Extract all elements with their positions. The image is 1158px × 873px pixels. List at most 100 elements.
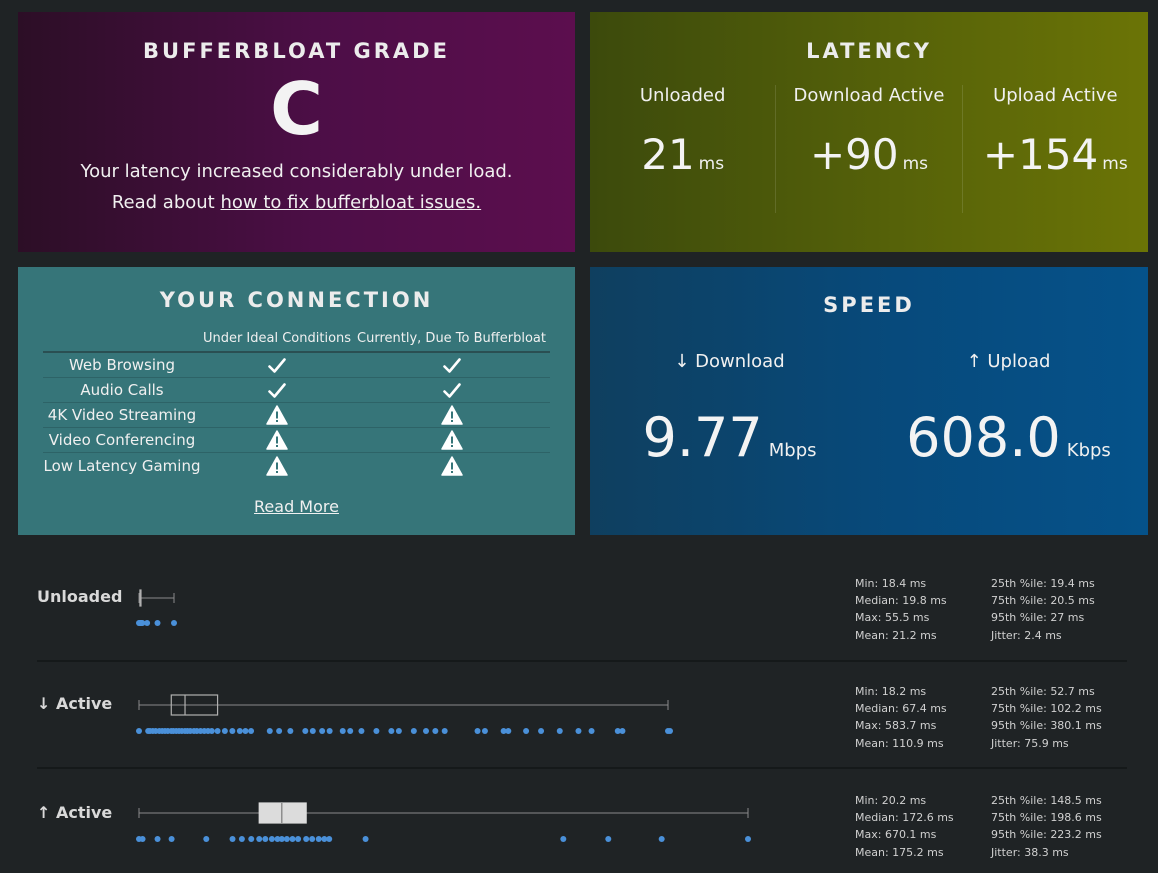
data-point	[208, 728, 215, 734]
speed-download: ↓ Download 9.77 Mbps	[590, 351, 869, 469]
upload-value: 608.0	[906, 406, 1061, 469]
data-point	[283, 836, 290, 842]
stat-25th: 25th %ile: 148.5 ms	[991, 794, 1102, 807]
stat-median: Median: 172.6 ms	[855, 811, 954, 825]
bufferbloat-grade-card: BUFFERBLOAT GRADE C Your latency increas…	[18, 12, 575, 252]
connection-table-header: Under Ideal Conditions Currently, Due To…	[43, 327, 550, 353]
connection-row: 4K Video Streaming	[43, 403, 550, 428]
data-point	[278, 836, 285, 842]
data-point	[505, 728, 512, 734]
latency-label: Unloaded	[639, 85, 726, 106]
warning-icon	[201, 430, 353, 450]
row-divider	[37, 660, 1127, 662]
stat-95th: 95th %ile: 223.2 ms	[991, 828, 1102, 842]
boxplot-unloaded	[136, 589, 177, 626]
data-point	[500, 728, 507, 734]
connection-row-label: 4K Video Streaming	[47, 406, 197, 424]
data-point	[614, 728, 621, 734]
data-point	[262, 836, 269, 842]
upload-label: ↑ Upload	[966, 351, 1051, 372]
latency-label: Download Active	[793, 85, 945, 106]
data-point	[556, 728, 563, 734]
connection-row-label: Audio Calls	[80, 381, 164, 399]
data-point	[238, 836, 245, 842]
data-point	[321, 836, 328, 842]
stat-25th: 25th %ile: 19.4 ms	[991, 577, 1095, 590]
data-point	[481, 728, 488, 734]
stats-left: Min: 18.4 ms Median: 19.8 ms Max: 55.5 m…	[855, 575, 947, 644]
data-point	[303, 836, 310, 842]
data-point	[242, 728, 249, 734]
data-point	[432, 728, 439, 734]
data-point	[410, 728, 417, 734]
fix-bufferbloat-link[interactable]: how to fix bufferbloat issues.	[220, 192, 482, 213]
data-point	[319, 728, 326, 734]
data-point	[171, 620, 177, 626]
bufferbloat-description: Your latency increased considerably unde…	[80, 161, 513, 182]
data-point	[388, 728, 395, 734]
read-about-prefix: Read about	[111, 192, 221, 213]
bufferbloat-title: BUFFERBLOAT GRADE	[143, 39, 450, 63]
stat-jitter: Jitter: 2.4 ms	[991, 628, 1062, 642]
header-ideal: Under Ideal Conditions	[202, 331, 352, 346]
data-point	[422, 728, 429, 734]
boxplot-upload-active	[136, 802, 751, 842]
stat-max: Max: 55.5 ms	[855, 611, 930, 625]
data-point	[474, 728, 481, 734]
latency-upload-active: Upload Active +154 ms	[961, 85, 1148, 213]
bufferbloat-read-line: Read about how to fix bufferbloat issues…	[18, 192, 575, 213]
data-point	[302, 728, 309, 734]
data-point	[248, 836, 255, 842]
data-point	[326, 836, 333, 842]
data-point	[339, 728, 346, 734]
stats-right: 25th %ile: 52.7 ms 75th %ile: 102.2 ms 9…	[991, 683, 1102, 752]
latency-download-active: Download Active +90 ms	[775, 85, 961, 213]
download-unit: Mbps	[768, 440, 817, 461]
data-point	[139, 620, 146, 626]
latency-value: +154	[982, 130, 1099, 179]
row-label: ↓ Active	[37, 694, 113, 713]
stats-left: Min: 20.2 ms Median: 172.6 ms Max: 670.1…	[855, 792, 954, 861]
latency-value: +90	[809, 130, 899, 179]
data-point	[276, 728, 283, 734]
warning-icon	[201, 405, 353, 425]
stat-min: Min: 18.2 ms	[855, 685, 927, 698]
stats-right: 25th %ile: 148.5 ms 75th %ile: 198.6 ms …	[991, 792, 1102, 861]
speed-title: SPEED	[823, 293, 915, 317]
data-point	[266, 728, 273, 734]
data-point	[326, 728, 333, 734]
read-more-link[interactable]: Read More	[254, 497, 339, 516]
stat-mean: Mean: 110.9 ms	[855, 736, 944, 750]
data-point	[287, 728, 294, 734]
data-point	[248, 728, 255, 734]
stats-left: Min: 18.2 ms Median: 67.4 ms Max: 583.7 …	[855, 683, 947, 752]
data-point	[575, 728, 582, 734]
warning-icon	[353, 455, 550, 476]
connection-row: Web Browsing	[43, 353, 550, 378]
data-point	[139, 836, 146, 842]
stat-median: Median: 19.8 ms	[855, 594, 947, 608]
box-iqr	[170, 694, 219, 716]
upload-unit: Kbps	[1066, 440, 1111, 461]
bufferbloat-grade: C	[270, 67, 323, 151]
data-point	[362, 836, 369, 842]
stat-max: Max: 583.7 ms	[855, 719, 937, 733]
latency-unit: ms	[902, 154, 929, 174]
data-point	[315, 836, 322, 842]
data-point	[309, 836, 316, 842]
stat-max: Max: 670.1 ms	[855, 828, 937, 842]
latency-card: LATENCY Unloaded 21 ms Download Active +9…	[590, 12, 1148, 252]
latency-value: 21	[641, 130, 695, 179]
download-label: ↓ Download	[674, 351, 785, 372]
row-label: ↑ Active	[37, 803, 113, 822]
data-point	[745, 836, 751, 842]
data-point	[441, 728, 448, 734]
data-point	[309, 728, 316, 734]
box-iqr	[258, 802, 307, 824]
data-point	[560, 836, 567, 842]
data-point	[221, 728, 228, 734]
data-point	[256, 836, 263, 842]
stat-min: Min: 20.2 ms	[855, 794, 927, 807]
stat-jitter: Jitter: 38.3 ms	[991, 845, 1069, 859]
warning-icon	[201, 455, 353, 476]
